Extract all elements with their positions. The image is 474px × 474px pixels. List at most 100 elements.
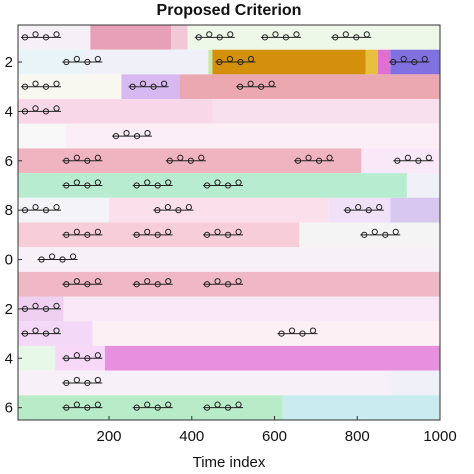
note	[363, 31, 370, 38]
segment	[171, 25, 188, 50]
note	[133, 231, 140, 238]
note	[361, 231, 368, 238]
motif	[37, 253, 78, 263]
note	[73, 278, 80, 285]
motif	[393, 154, 434, 164]
note	[224, 231, 232, 238]
note	[305, 154, 312, 161]
note	[63, 58, 70, 66]
y-tick-label: 4	[5, 103, 13, 120]
note	[94, 376, 101, 384]
motif	[203, 179, 244, 189]
note	[139, 80, 147, 87]
note	[112, 132, 120, 140]
motif	[132, 179, 173, 189]
note	[272, 31, 279, 38]
motif	[203, 278, 244, 288]
note	[206, 31, 213, 38]
note	[214, 401, 221, 408]
segment	[18, 247, 440, 272]
motif	[203, 401, 244, 411]
segment	[104, 345, 440, 371]
motif	[132, 228, 173, 238]
motif	[21, 31, 61, 41]
note	[42, 330, 50, 337]
note	[392, 228, 399, 235]
note	[32, 302, 39, 310]
x-tick-label: 1000	[423, 428, 456, 445]
note	[226, 55, 234, 63]
segment	[92, 321, 441, 346]
note	[32, 31, 39, 38]
x-tick-label: 800	[345, 428, 370, 445]
note	[299, 330, 306, 337]
motif	[62, 228, 103, 238]
segment	[390, 370, 440, 396]
note	[94, 228, 101, 235]
segment	[179, 74, 440, 100]
motif	[62, 55, 103, 66]
segment	[208, 49, 213, 75]
note	[165, 179, 172, 186]
note	[177, 154, 184, 161]
motif	[215, 55, 256, 66]
note	[63, 379, 70, 387]
note	[73, 401, 80, 408]
motif	[62, 179, 103, 189]
note	[175, 207, 182, 214]
note	[411, 58, 418, 66]
y-tick-label: 4	[5, 350, 13, 367]
note	[32, 80, 39, 87]
note	[214, 278, 221, 285]
note	[365, 207, 372, 214]
segment	[18, 123, 66, 149]
segment	[406, 173, 440, 198]
x-axis-label: Time index	[193, 454, 266, 471]
note	[195, 34, 202, 41]
note	[390, 58, 397, 66]
motif	[112, 129, 153, 140]
motif	[62, 352, 103, 362]
note	[84, 58, 91, 66]
y-tick-label: 0	[5, 252, 13, 269]
note	[404, 154, 411, 161]
note	[293, 31, 300, 38]
note	[154, 281, 161, 288]
note	[376, 204, 383, 211]
motif	[21, 302, 61, 313]
note	[63, 182, 70, 189]
note	[144, 228, 151, 235]
note	[415, 157, 422, 164]
note	[203, 231, 211, 238]
motif	[21, 105, 61, 115]
segment	[18, 345, 56, 371]
motif	[236, 80, 277, 90]
note	[63, 157, 70, 164]
motif	[153, 204, 194, 214]
note	[247, 80, 254, 87]
note	[198, 154, 205, 161]
note	[247, 55, 255, 63]
motif	[360, 228, 401, 238]
note	[203, 404, 211, 411]
note	[73, 352, 80, 359]
motif	[62, 401, 103, 411]
note	[42, 83, 50, 90]
note	[59, 256, 66, 263]
note	[21, 34, 29, 41]
note	[235, 228, 242, 235]
note	[382, 231, 389, 238]
note	[21, 305, 29, 313]
motif	[62, 376, 103, 387]
note	[154, 231, 161, 238]
segment	[84, 49, 209, 75]
note	[84, 355, 91, 362]
segment	[390, 197, 440, 223]
note	[94, 401, 101, 408]
motif	[331, 31, 372, 41]
note	[53, 327, 60, 334]
note	[32, 204, 39, 211]
note	[63, 281, 70, 288]
note	[235, 278, 242, 285]
